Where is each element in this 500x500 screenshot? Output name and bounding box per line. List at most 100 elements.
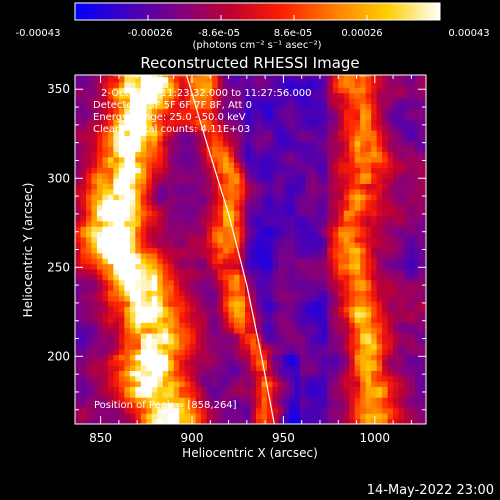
heatmap-cell — [310, 183, 317, 190]
heatmap-cell — [75, 375, 81, 382]
heatmap-cell — [305, 301, 312, 307]
heatmap-cell — [299, 375, 306, 382]
heatmap-cell — [316, 194, 323, 201]
heatmap-cell — [135, 183, 142, 190]
heatmap-cell — [332, 114, 339, 120]
heatmap-cell — [305, 140, 312, 147]
heatmap-cell — [102, 108, 109, 115]
heatmap-cell — [245, 167, 251, 174]
heatmap-cell — [415, 306, 421, 313]
heatmap-cell — [305, 386, 312, 393]
heatmap-cell — [80, 135, 87, 142]
heatmap-cell — [283, 231, 290, 238]
heatmap-cell — [349, 263, 356, 270]
heatmap-cell — [151, 210, 158, 217]
heatmap-cell — [168, 146, 175, 152]
heatmap-cell — [206, 306, 213, 313]
heatmap-cell — [332, 135, 339, 142]
heatmap-cell — [387, 215, 394, 222]
heatmap-cell — [190, 285, 197, 291]
heatmap-cell — [190, 221, 197, 227]
heatmap-cell — [217, 247, 224, 254]
heatmap-cell — [245, 413, 251, 420]
heatmap-cell — [365, 263, 372, 270]
heatmap-cell — [201, 108, 208, 115]
heatmap-cell — [404, 317, 410, 323]
heatmap-cell — [223, 151, 229, 158]
heatmap-cell — [255, 333, 262, 339]
heatmap-cell — [404, 135, 410, 142]
heatmap-cell — [382, 381, 389, 388]
heatmap-cell — [316, 247, 323, 254]
heatmap-cell — [409, 87, 416, 94]
heatmap-cell — [360, 258, 367, 265]
heatmap-cell — [398, 92, 405, 99]
heatmap-cell — [343, 285, 350, 291]
heatmap-cell — [146, 92, 153, 99]
heatmap-cell — [113, 295, 120, 302]
heatmap-cell — [239, 199, 246, 206]
heatmap-cell — [277, 226, 284, 233]
heatmap-cell — [299, 386, 306, 393]
heatmap-cell — [327, 98, 334, 104]
heatmap-cell — [113, 231, 120, 238]
heatmap-cell — [332, 76, 339, 83]
heatmap-cell — [354, 359, 361, 366]
heatmap-cell — [179, 242, 186, 249]
heatmap-cell — [250, 183, 257, 190]
heatmap-cell — [321, 130, 328, 136]
heatmap-cell — [96, 407, 103, 414]
heatmap-cell — [107, 317, 114, 323]
heatmap-cell — [173, 167, 180, 174]
heatmap-cell — [266, 418, 273, 424]
heatmap-cell — [283, 140, 290, 147]
heatmap-cell — [376, 402, 383, 409]
heatmap-cell — [239, 140, 246, 147]
heatmap-cell — [107, 370, 114, 377]
heatmap-cell — [151, 183, 158, 190]
heatmap-cell — [228, 386, 235, 393]
heatmap-cell — [294, 237, 301, 243]
heatmap-cell — [354, 130, 361, 136]
heatmap-cell — [80, 375, 87, 382]
heatmap-cell — [376, 301, 383, 307]
heatmap-cell — [201, 221, 208, 227]
heatmap-cell — [393, 178, 399, 185]
heatmap-cell — [162, 215, 169, 222]
heatmap-cell — [135, 167, 142, 174]
heatmap-cell — [107, 322, 114, 329]
heatmap-cell — [255, 108, 262, 115]
heatmap-cell — [146, 82, 153, 88]
heatmap-cell — [107, 103, 114, 110]
heatmap-cell — [415, 333, 421, 339]
heatmap-cell — [415, 226, 421, 233]
heatmap-cell — [184, 108, 191, 115]
heatmap-cell — [113, 221, 120, 227]
heatmap-cell — [129, 162, 136, 168]
heatmap-cell — [85, 285, 92, 291]
heatmap-cell — [404, 413, 410, 420]
heatmap-cell — [360, 375, 367, 382]
heatmap-cell — [360, 413, 367, 420]
heatmap-cell — [272, 386, 279, 393]
heatmap-cell — [409, 178, 416, 185]
heatmap-cell — [404, 75, 410, 78]
heatmap-cell — [107, 114, 114, 120]
heatmap-cell — [349, 295, 356, 302]
heatmap-cell — [305, 87, 312, 94]
heatmap-cell — [245, 215, 251, 222]
heatmap-cell — [404, 156, 410, 163]
heatmap-cell — [360, 146, 367, 152]
heatmap-cell — [151, 413, 158, 420]
heatmap-cell — [129, 279, 136, 286]
heatmap-cell — [179, 114, 186, 120]
heatmap-cell — [195, 231, 202, 238]
heatmap-cell — [343, 349, 350, 355]
heatmap-cell — [179, 215, 186, 222]
heatmap-cell — [354, 215, 361, 222]
heatmap-cell — [415, 172, 421, 179]
heatmap-cell — [140, 333, 147, 339]
heatmap-cell — [162, 279, 169, 286]
heatmap-cell — [255, 194, 262, 201]
heatmap-cell — [409, 188, 416, 195]
